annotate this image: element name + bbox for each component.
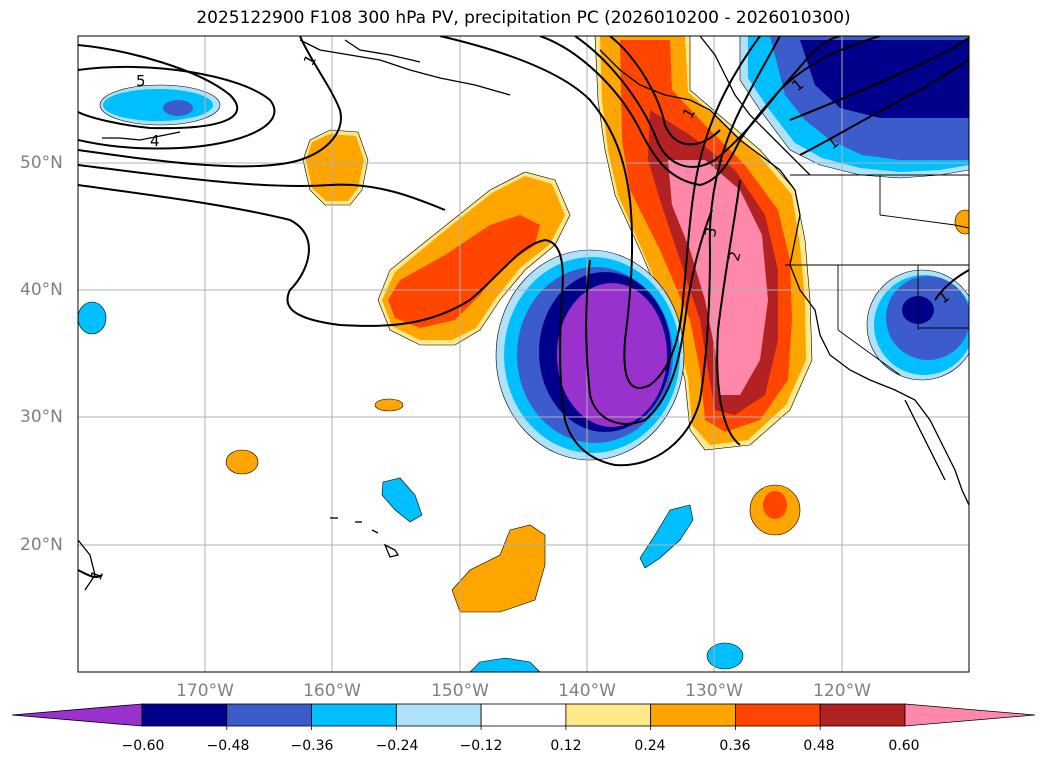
lon-label-120w: 120°W <box>813 681 871 701</box>
colorbar-tick-label: 0.60 <box>888 738 920 754</box>
colorbar-tick-label: −0.60 <box>121 738 165 754</box>
lon-label-170w: 170°W <box>176 681 234 701</box>
lat-label-30n: 30°N <box>20 407 63 427</box>
colorbar-segment <box>819 703 906 727</box>
colorbar-tick-label: 0.24 <box>634 738 666 754</box>
colorbar-segment <box>480 703 567 727</box>
colorbar-segment <box>565 703 652 727</box>
colorbar-tick-label: −0.12 <box>459 738 503 754</box>
lon-label-160w: 160°W <box>303 681 361 701</box>
colorbar-segment <box>141 703 228 727</box>
pv-contours <box>78 36 969 579</box>
colorbar-segment <box>395 703 482 727</box>
lat-label-20n: 20°N <box>20 535 63 555</box>
contour-label: 4 <box>150 132 160 150</box>
lat-label-50n: 50°N <box>20 153 63 173</box>
map-title: 2025122900 F108 300 hPa PV, precipitatio… <box>196 8 851 28</box>
colorbar-tick-label: −0.24 <box>375 738 419 754</box>
colorbar-tick-label: −0.36 <box>290 738 334 754</box>
colorbar-segment <box>226 703 312 727</box>
colorbar-tick-label: 0.48 <box>803 738 835 754</box>
colorbar-segment <box>735 703 821 727</box>
colorbar-extend-high <box>904 703 1036 727</box>
colorbar-segment <box>650 703 736 727</box>
colorbar <box>11 703 1036 730</box>
negative-precip-shading <box>78 36 969 672</box>
contour-label: 5 <box>136 72 146 90</box>
state-borders <box>785 174 969 376</box>
contour-label: 2 <box>725 249 745 263</box>
lon-label-150w: 150°W <box>431 681 489 701</box>
contour-label: 3 <box>701 226 720 239</box>
colorbar-tick-label: −0.48 <box>206 738 250 754</box>
lat-label-40n: 40°N <box>20 280 63 300</box>
colorbar-tick-label: 0.12 <box>550 738 582 754</box>
lon-label-130w: 130°W <box>685 681 743 701</box>
lon-label-140w: 140°W <box>558 681 616 701</box>
map-frame <box>77 35 970 673</box>
colorbar-extend-low <box>11 703 143 727</box>
colorbar-segment <box>311 703 397 727</box>
positive-precip-shading <box>225 36 969 613</box>
colorbar-tick-label: 0.36 <box>719 738 751 754</box>
